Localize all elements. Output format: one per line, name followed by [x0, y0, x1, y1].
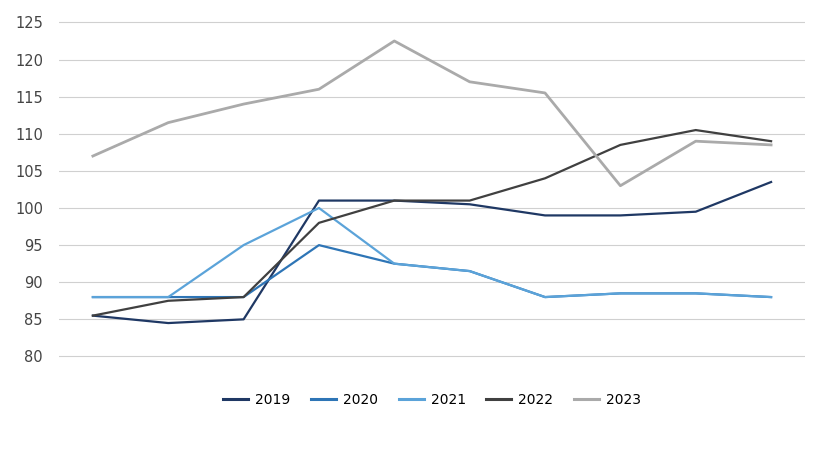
- 2019: [540, 213, 550, 218]
- Line: 2022: 2022: [93, 130, 770, 316]
- 2020: [765, 294, 775, 300]
- 2020: [690, 290, 699, 296]
- 2023: [765, 142, 775, 148]
- 2020: [389, 261, 399, 266]
- 2021: [464, 268, 474, 274]
- 2020: [615, 290, 625, 296]
- 2022: [690, 127, 699, 133]
- 2022: [163, 298, 173, 303]
- 2023: [163, 120, 173, 125]
- 2022: [615, 142, 625, 148]
- 2022: [464, 198, 474, 203]
- 2021: [238, 242, 248, 248]
- 2020: [464, 268, 474, 274]
- 2019: [690, 209, 699, 214]
- 2023: [615, 183, 625, 189]
- 2023: [389, 38, 399, 44]
- 2021: [690, 290, 699, 296]
- 2022: [88, 313, 97, 319]
- 2020: [540, 294, 550, 300]
- 2019: [238, 317, 248, 322]
- 2020: [88, 294, 97, 300]
- 2020: [238, 294, 248, 300]
- Line: 2023: 2023: [93, 41, 770, 186]
- 2021: [163, 294, 173, 300]
- Legend: 2019, 2020, 2021, 2022, 2023: 2019, 2020, 2021, 2022, 2023: [217, 388, 646, 413]
- Line: 2020: 2020: [93, 245, 770, 297]
- 2019: [389, 198, 399, 203]
- 2023: [88, 153, 97, 159]
- 2020: [314, 242, 324, 248]
- 2019: [88, 313, 97, 319]
- 2021: [389, 261, 399, 266]
- 2019: [464, 201, 474, 207]
- 2023: [238, 101, 248, 107]
- 2022: [540, 176, 550, 181]
- 2022: [238, 294, 248, 300]
- 2023: [690, 138, 699, 144]
- Line: 2021: 2021: [93, 208, 770, 297]
- 2023: [464, 79, 474, 84]
- 2021: [88, 294, 97, 300]
- 2021: [314, 205, 324, 211]
- 2019: [615, 213, 625, 218]
- 2023: [314, 87, 324, 92]
- 2019: [314, 198, 324, 203]
- 2020: [163, 294, 173, 300]
- 2019: [163, 320, 173, 326]
- 2019: [765, 179, 775, 185]
- 2021: [540, 294, 550, 300]
- 2022: [314, 220, 324, 225]
- 2021: [615, 290, 625, 296]
- 2023: [540, 90, 550, 96]
- 2022: [765, 138, 775, 144]
- 2022: [389, 198, 399, 203]
- Line: 2019: 2019: [93, 182, 770, 323]
- 2021: [765, 294, 775, 300]
